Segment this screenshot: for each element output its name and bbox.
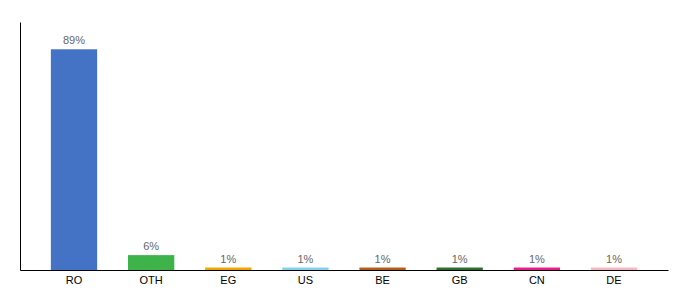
x-tick-label: CN (529, 274, 545, 286)
x-tick-label: RO (66, 274, 83, 286)
bars (51, 49, 637, 270)
bar (51, 49, 97, 270)
data-label: 1% (606, 253, 622, 265)
chart: RO OTH EG US BE GB CN DE 89% 6% 1% 1% 1% 1% 1% 1% (0, 0, 680, 300)
data-label: 1% (375, 253, 391, 265)
bar (514, 268, 560, 270)
x-tick: CN (529, 274, 545, 286)
x-tick: DE (606, 274, 621, 286)
data-label: 1% (452, 253, 468, 265)
x-tick-label: BE (375, 274, 390, 286)
data-label: 1% (529, 253, 545, 265)
x-tick: BE (375, 274, 390, 286)
bar (437, 268, 483, 270)
x-tick-label: EG (220, 274, 236, 286)
x-tick-label: US (298, 274, 313, 286)
x-tick-label: OTH (140, 274, 163, 286)
data-label: 1% (297, 253, 313, 265)
bar (128, 255, 174, 270)
bar (282, 268, 328, 270)
x-tick: RO (66, 274, 83, 286)
x-tick: GB (452, 274, 468, 286)
bar (205, 268, 251, 270)
y-axis-line (20, 23, 21, 271)
data-label: 89% (63, 34, 85, 46)
plot: RO OTH EG US BE GB CN DE 89% 6% 1% 1% 1% 1% 1% 1% (21, 23, 669, 286)
x-tick: OTH (140, 274, 163, 286)
x-tick: EG (220, 274, 236, 286)
x-axis-line (21, 270, 669, 271)
x-axis: RO OTH EG US BE GB CN DE (21, 271, 669, 286)
data-label: 1% (220, 253, 236, 265)
bar (359, 268, 405, 270)
bar (591, 268, 637, 270)
data-labels: 89% 6% 1% 1% 1% 1% 1% 1% (63, 34, 622, 264)
x-tick-label: DE (606, 274, 621, 286)
x-tick: US (298, 274, 313, 286)
data-label: 6% (143, 240, 159, 252)
x-tick-label: GB (452, 274, 468, 286)
y-axis (20, 23, 21, 271)
